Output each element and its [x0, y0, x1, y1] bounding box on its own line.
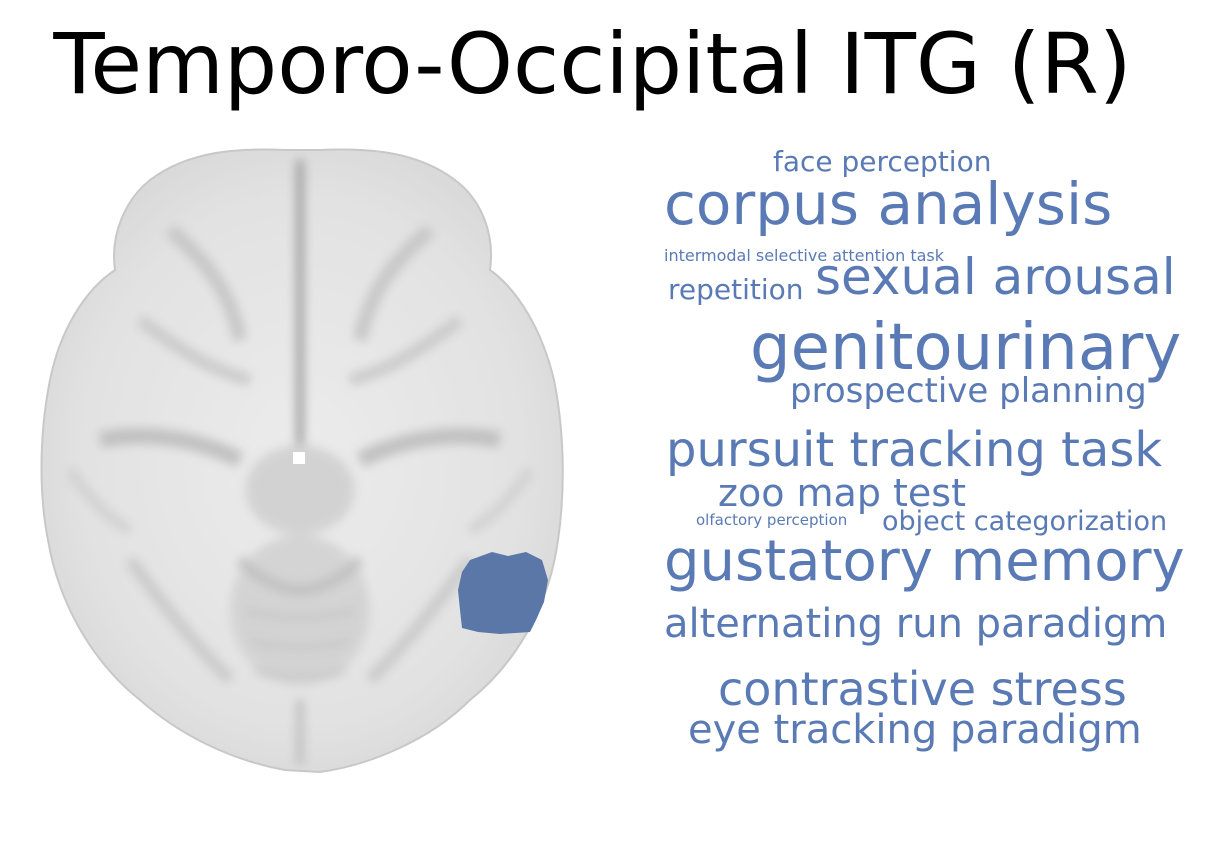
brain-image [30, 140, 570, 800]
word-intermodal-selective-attention-task: intermodal selective attention task [664, 246, 944, 265]
word-sexual-arousal: sexual arousal [815, 248, 1176, 306]
brain-sulci [65, 160, 535, 765]
word-object-categorization: object categorization [882, 506, 1168, 537]
word-pursuit-tracking-task: pursuit tracking task [666, 422, 1163, 478]
center-marker [293, 452, 305, 464]
term-wordcloud: face perception corpus analysis intermod… [640, 130, 1210, 770]
word-gustatory-memory: gustatory memory [664, 529, 1185, 594]
word-olfactory-perception: olfactory perception [696, 511, 848, 529]
word-corpus-analysis: corpus analysis [664, 170, 1113, 238]
figure-title: Temporo-Occipital ITG (R) [53, 15, 1132, 113]
word-zoo-map-test: zoo map test [718, 471, 967, 515]
word-eye-tracking-paradigm: eye tracking paradigm [688, 707, 1142, 753]
word-face-perception: face perception [773, 145, 992, 178]
word-repetition: repetition [668, 273, 804, 306]
word-alternating-run-paradigm: alternating run paradigm [664, 601, 1168, 647]
word-prospective-planning: prospective planning [790, 371, 1147, 411]
brain-axial-slice [40, 148, 564, 774]
word-genitourinary: genitourinary [750, 311, 1182, 385]
word-contrastive-stress: contrastive stress [718, 662, 1127, 716]
highlighted-region [458, 552, 548, 634]
